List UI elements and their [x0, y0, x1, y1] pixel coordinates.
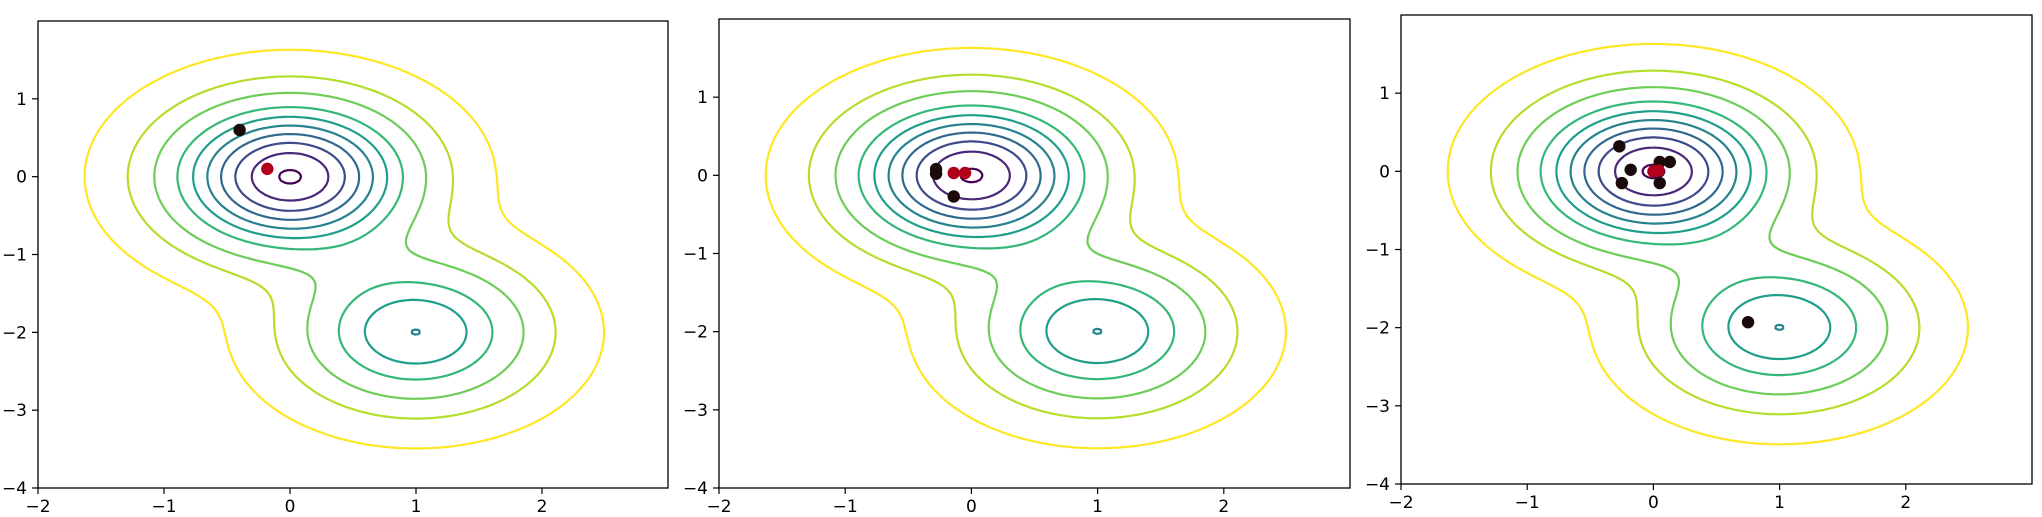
y-tick-label: −4 — [1365, 475, 1390, 495]
x-tick-label: −1 — [151, 497, 176, 517]
y-tick-label: 0 — [697, 166, 708, 186]
subplot-3: −2 −1 0 1 2 −4 −3 −2 −1 0 1 — [1365, 14, 2033, 513]
subplot-2: −2 −1 0 1 2 −4 −3 −2 −1 0 1 — [683, 18, 1351, 517]
contour-level-6 — [857, 104, 1176, 381]
point-dark — [233, 123, 246, 137]
contour-level-1 — [932, 150, 1011, 201]
y-tick-label: −1 — [683, 245, 708, 265]
contour-level-9 — [83, 48, 606, 450]
contour-level-4 — [1569, 119, 1785, 331]
point-dark — [947, 190, 960, 203]
axes-frame — [718, 18, 1351, 489]
contour-level-1 — [250, 152, 330, 202]
point-red — [958, 166, 972, 180]
y-tick-label: −2 — [683, 323, 708, 343]
point-dark — [1663, 155, 1677, 169]
contour-level-6 — [176, 106, 494, 381]
contour-level-3 — [1583, 127, 1724, 216]
scatter-points — [929, 162, 972, 203]
point-red — [1652, 164, 1665, 177]
contour-level-8 — [807, 73, 1239, 420]
contour-level-4 — [887, 123, 1103, 335]
x-tick-label: −2 — [1388, 493, 1413, 513]
contour-level-5 — [873, 114, 1150, 365]
contour-lines — [764, 46, 1287, 450]
x-tick-label: 1 — [411, 497, 422, 517]
contour-level-2 — [915, 140, 1028, 211]
y-tick-label: −1 — [2, 246, 27, 266]
y-tick-label: −2 — [1365, 319, 1390, 339]
axes-frame — [37, 20, 669, 489]
y-tick-label: 0 — [1379, 162, 1390, 182]
y-tick-label: −3 — [1365, 397, 1390, 417]
x-tick-label: 2 — [1218, 497, 1229, 517]
contour-level-5 — [1555, 110, 1832, 361]
x-tick-label: 0 — [966, 497, 977, 517]
contour-level-2 — [1597, 136, 1710, 207]
y-tick-label: −4 — [683, 479, 708, 499]
y-tick-label: −2 — [2, 323, 27, 343]
y-tick-label: 1 — [697, 88, 708, 108]
point-dark — [1741, 315, 1755, 329]
contour-level-0 — [278, 169, 302, 185]
x-tick-label: −1 — [833, 497, 858, 517]
point-dark — [929, 167, 943, 180]
contour-level-7 — [1516, 86, 1889, 396]
contour-level-8 — [1489, 69, 1921, 416]
point-dark — [1624, 163, 1637, 176]
x-tick-label: 2 — [1900, 493, 1911, 513]
x-tick-label: −2 — [706, 497, 731, 517]
contour-level-4 — [206, 124, 421, 336]
x-tick-label: 1 — [1774, 493, 1785, 513]
contour-level-9 — [764, 46, 1287, 450]
contour-level-3 — [220, 133, 361, 221]
contour-level-3 — [901, 131, 1042, 220]
point-dark — [1615, 176, 1629, 190]
y-tick-label: −3 — [683, 401, 708, 421]
contour-level-5 — [192, 115, 468, 365]
scatter-points — [1613, 140, 1755, 329]
y-tick-label: 1 — [16, 90, 27, 110]
contour-level-9 — [1446, 42, 1969, 446]
x-tick-label: −2 — [25, 497, 50, 517]
point-red — [261, 162, 274, 176]
x-tick-label: 0 — [1648, 493, 1659, 513]
contour-lines — [1446, 42, 1969, 446]
y-tick-label: 1 — [1379, 84, 1390, 104]
x-tick-label: 2 — [537, 497, 548, 517]
y-tick-label: −1 — [1365, 241, 1390, 261]
contour-level-7 — [834, 90, 1207, 400]
x-tick-label: 1 — [1092, 497, 1103, 517]
subplot-1: −2 −1 0 1 2 −4 −3 −2 −1 0 1 — [2, 20, 669, 517]
x-tick-label: 0 — [285, 497, 296, 517]
y-tick-label: −3 — [2, 401, 27, 421]
point-red — [947, 166, 960, 180]
scatter-points — [233, 123, 274, 176]
contour-level-7 — [153, 91, 525, 400]
contour-lines — [83, 48, 606, 450]
y-tick-label: −4 — [2, 479, 27, 499]
point-dark — [1613, 140, 1626, 153]
contour-level-6 — [1539, 100, 1858, 377]
contour-level-8 — [126, 75, 557, 420]
contour-level-2 — [234, 141, 346, 212]
point-dark — [1653, 176, 1666, 190]
x-tick-label: −1 — [1515, 493, 1540, 513]
axes-frame — [1400, 14, 2033, 485]
y-tick-label: 0 — [16, 168, 27, 188]
